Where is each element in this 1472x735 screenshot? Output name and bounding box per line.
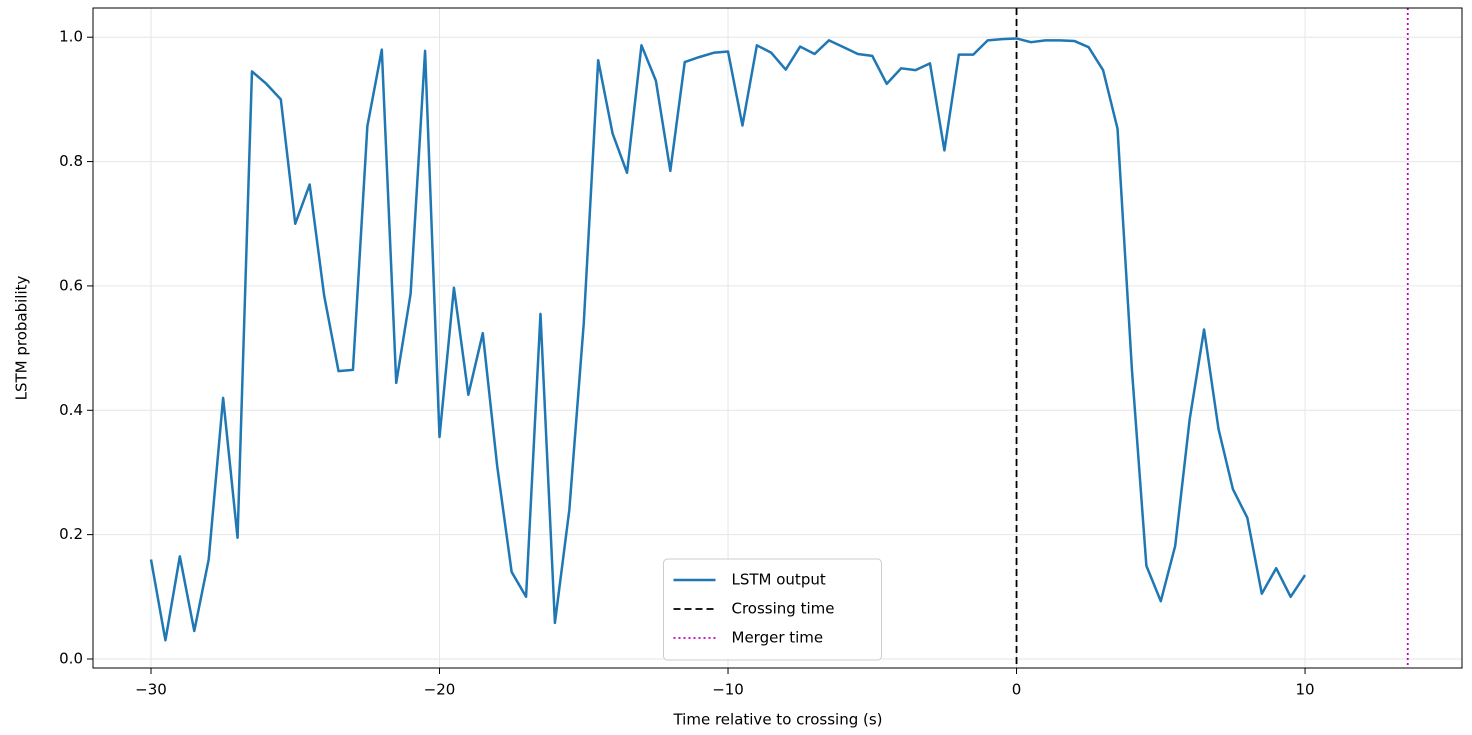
legend-label: Crossing time	[732, 600, 835, 618]
y-tick-label: 0.6	[59, 276, 83, 294]
x-tick-label: −30	[135, 681, 167, 699]
y-tick-label: 0.0	[59, 649, 83, 667]
x-tick-label: 0	[1012, 681, 1022, 699]
x-tick-label: −10	[712, 681, 744, 699]
legend-label: Merger time	[732, 629, 824, 647]
x-tick-label: 10	[1296, 681, 1315, 699]
y-axis-label: LSTM probability	[13, 275, 31, 400]
legend-box	[663, 558, 882, 661]
y-tick-label: 0.4	[59, 401, 83, 419]
y-tick-label: 1.0	[59, 28, 83, 46]
plot-frame	[92, 7, 1463, 669]
x-tick-label: −20	[424, 681, 456, 699]
x-axis-label: Time relative to crossing (s)	[672, 711, 882, 729]
y-tick-label: 0.8	[59, 152, 83, 170]
legend-label: LSTM output	[732, 571, 826, 589]
line-series	[149, 37, 1307, 642]
y-tick-label: 0.2	[59, 525, 83, 543]
